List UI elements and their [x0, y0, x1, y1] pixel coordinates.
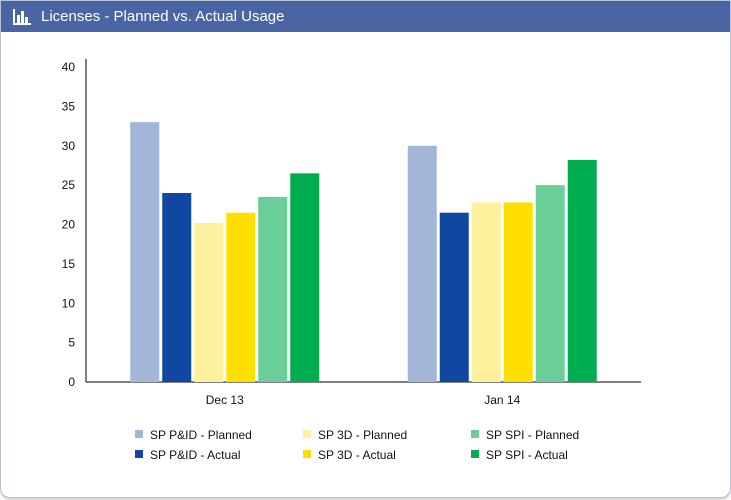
legend-label: SP 3D - Actual	[318, 448, 396, 462]
legend-swatch	[135, 430, 143, 438]
bar	[471, 202, 501, 382]
legend-label: SP SPI - Planned	[486, 428, 579, 442]
y-tick-label: 10	[62, 296, 76, 310]
bar	[290, 173, 320, 382]
y-tick-label: 25	[62, 178, 76, 192]
legend-label: SP P&ID - Actual	[150, 448, 241, 462]
y-tick-label: 15	[62, 257, 76, 271]
legend-swatch	[303, 450, 311, 458]
x-category-label: Jan 14	[484, 393, 520, 407]
bar	[503, 202, 533, 382]
y-tick-label: 40	[62, 60, 76, 74]
x-category-label: Dec 13	[206, 393, 244, 407]
bar	[194, 222, 224, 382]
bar-chart: 0 5 10 15 20 25 30 35 40 Dec 13 Jan 14 SP P&ID - Pl…	[62, 59, 641, 462]
y-tick-label: 5	[68, 336, 75, 350]
legend-label: SP SPI - Actual	[486, 448, 568, 462]
legend-label: SP P&ID - Planned	[150, 428, 252, 442]
legend-swatch	[471, 430, 479, 438]
y-tick-label: 20	[62, 218, 76, 232]
panel-header: Licenses - Planned vs. Actual Usage	[1, 1, 730, 32]
bar-chart-icon	[13, 8, 31, 25]
bar	[226, 212, 256, 382]
legend-label: SP 3D - Planned	[318, 428, 407, 442]
panel-title: Licenses - Planned vs. Actual Usage	[41, 8, 285, 25]
bar	[535, 185, 565, 382]
bar	[567, 159, 597, 382]
y-tick-label: 30	[62, 139, 76, 153]
legend-swatch	[471, 450, 479, 458]
y-tick-label: 0	[68, 375, 75, 389]
bar	[162, 193, 192, 382]
bar	[407, 145, 437, 382]
bar	[439, 212, 469, 382]
legend-swatch	[303, 430, 311, 438]
bar	[258, 196, 288, 382]
y-tick-label: 35	[62, 99, 76, 113]
bar	[130, 122, 160, 382]
legend-swatch	[135, 450, 143, 458]
